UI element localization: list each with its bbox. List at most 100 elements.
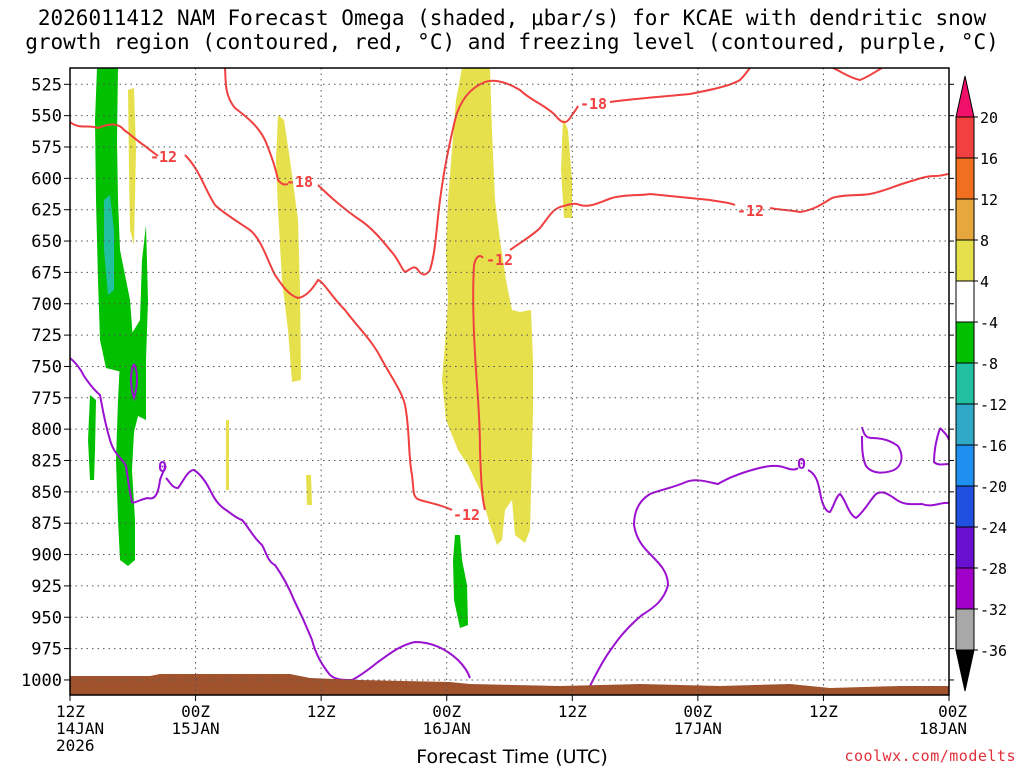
omega-positive-region (128, 88, 136, 245)
dgz-contour-minus12 (472, 255, 486, 511)
chart-title: 2026011412 NAM Forecast Omega (shaded, μ… (0, 6, 1024, 54)
y-tick-label: 1000 (21, 671, 62, 691)
dgz-contour-minus18 (317, 79, 579, 276)
x-tick-time: 12Z (56, 702, 85, 721)
chart-title-line1: 2026011412 NAM Forecast Omega (shaded, μ… (37, 6, 987, 30)
omega-positive-region (226, 420, 229, 490)
colorbar-label: -20 (980, 478, 1007, 496)
freezing-level-contour (130, 363, 138, 402)
dgz-contour-minus12 (70, 121, 159, 157)
dgz-contour-minus12 (509, 192, 736, 251)
freezing-level-contour (351, 640, 471, 681)
colorbar-label: 12 (980, 191, 998, 209)
colorbar-swatch (955, 239, 975, 282)
x-tick-time: 12Z (558, 702, 587, 721)
y-tick-label: 975 (31, 640, 62, 660)
omega-negative-region (104, 195, 114, 295)
y-tick-label: 625 (31, 201, 62, 221)
omega-negative-region (88, 395, 96, 480)
y-tick-label: 925 (31, 577, 62, 597)
colorbar-swatch (955, 362, 975, 405)
x-axis-label: Forecast Time (UTC) (416, 746, 608, 768)
freezing-level-contour (807, 469, 949, 520)
y-tick-label: 900 (31, 546, 62, 566)
x-tick-time: 12Z (809, 702, 838, 721)
omega-negative-region (453, 535, 468, 628)
y-tick-label: 575 (31, 138, 62, 158)
x-tick-date: 14JAN (56, 719, 104, 738)
colorbar-label: -24 (980, 519, 1007, 537)
dgz-contour-minus18 (224, 68, 289, 186)
y-tick-label: 650 (31, 232, 62, 252)
y-tick-label: 800 (31, 420, 62, 440)
colorbar-label: -36 (980, 642, 1007, 660)
omega-positive-region (306, 475, 312, 505)
dgz-contour-label: -12 (453, 506, 480, 524)
freezing-level-contour (587, 464, 799, 691)
x-tick-time: 00Z (181, 702, 210, 721)
colorbar-swatch (955, 321, 975, 364)
colorbar-swatch (955, 608, 975, 651)
y-tick-label: 550 (31, 107, 62, 127)
colorbar-label: 20 (980, 109, 998, 127)
colorbar-label: -8 (980, 355, 998, 373)
colorbar-swatch (955, 198, 975, 241)
omega-positive-region (276, 115, 301, 382)
x-tick-time: 00Z (683, 702, 712, 721)
chart-title-line2: growth region (contoured, red, °C) and f… (25, 30, 999, 54)
colorbar-swatch (955, 485, 975, 528)
dgz-contour-label: -12 (737, 202, 764, 220)
omega-negative-region (116, 225, 148, 566)
dgz-contour-minus12 (769, 173, 949, 214)
colorbar-swatch (955, 116, 975, 159)
y-tick-label: 825 (31, 452, 62, 472)
y-tick-label: 725 (31, 326, 62, 346)
colorbar-label: -16 (980, 437, 1007, 455)
colorbar-label: 4 (980, 273, 989, 291)
x-tick-year: 2026 (56, 736, 95, 755)
y-tick-label: 675 (31, 263, 62, 283)
omega-positive-region (442, 68, 533, 545)
colorbar-label: -4 (980, 314, 998, 332)
freezing-contour-label: 0 (158, 458, 167, 476)
x-tick-date: 15JAN (171, 719, 219, 738)
dgz-contour-label: -18 (580, 95, 607, 113)
x-tick-time: 00Z (938, 702, 967, 721)
x-tick-date: 17JAN (674, 719, 722, 738)
colorbar-swatch (955, 444, 975, 487)
y-tick-label: 775 (31, 389, 62, 409)
colorbar-swatch (955, 567, 975, 610)
x-tick-time: 00Z (432, 702, 461, 721)
terrain-surface (70, 674, 949, 695)
dgz-contour-label: -18 (286, 173, 313, 191)
colorbar-label: 8 (980, 232, 989, 250)
dgz-contour-minus12 (184, 154, 453, 511)
freezing-level-contour (165, 468, 353, 681)
dgz-contour-label: -12 (486, 251, 513, 269)
colorbar-swatch (955, 403, 975, 446)
dgz-contour-label: -12 (150, 148, 177, 166)
freezing-contour-label: 0 (797, 455, 806, 473)
omega-positive-region (561, 118, 572, 218)
y-tick-label: 950 (31, 608, 62, 628)
colorbar-swatch-top (955, 75, 975, 118)
colorbar-swatch (955, 280, 975, 323)
colorbar-swatch-bottom (955, 649, 975, 692)
y-tick-label: 875 (31, 514, 62, 534)
freezing-level-contour (70, 357, 167, 504)
omega-negative-region (95, 68, 133, 372)
colorbar-swatch (955, 157, 975, 200)
dgz-contour-minus18 (609, 68, 751, 103)
colorbar-label: -12 (980, 396, 1007, 414)
colorbar-swatch (955, 526, 975, 569)
colorbar-label: 16 (980, 150, 998, 168)
colorbar-label: -28 (980, 560, 1007, 578)
x-tick-time: 12Z (307, 702, 336, 721)
y-tick-label: 850 (31, 483, 62, 503)
credit-link[interactable]: coolwx.com/modelts (844, 747, 1016, 765)
x-tick-date: 18JAN (919, 719, 967, 738)
dgz-contour-minus18 (832, 68, 883, 82)
y-tick-label: 700 (31, 295, 62, 315)
plot-border (69, 67, 950, 696)
